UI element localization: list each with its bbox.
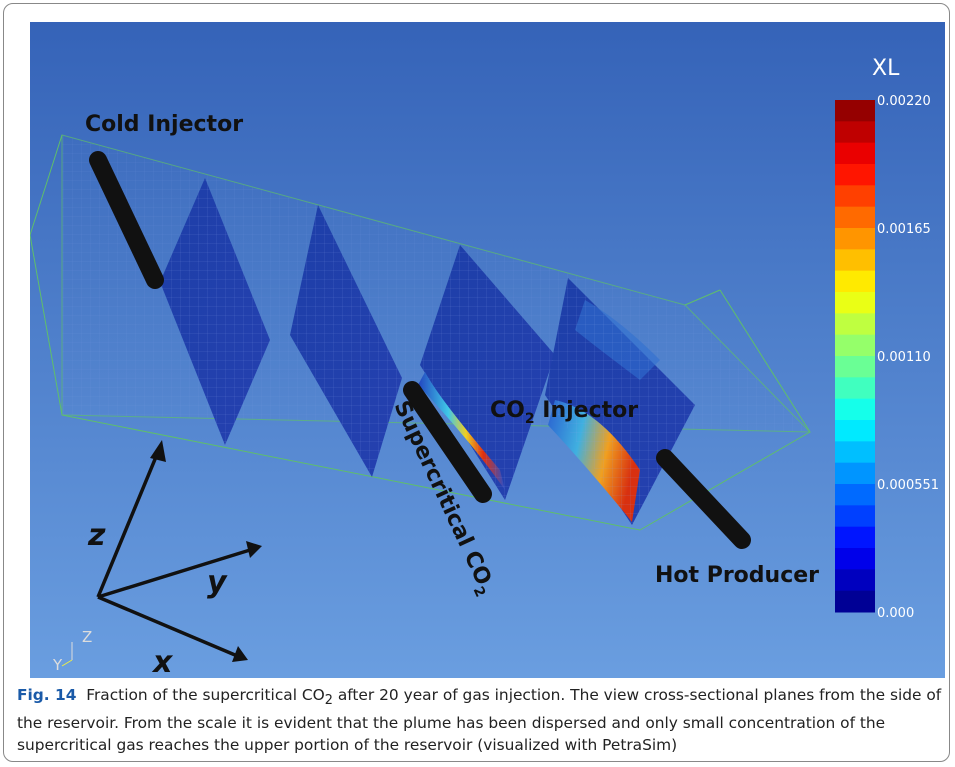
colorbar-label: 0.00220 (877, 94, 931, 109)
mini-axis-label: Y (52, 656, 63, 674)
caption-label: Fig. 14 (17, 686, 76, 704)
colorbar-band (835, 313, 875, 335)
page: Cold Injector CO2 Injector Supercritical… (0, 0, 955, 767)
colorbar-band (835, 463, 875, 485)
colorbar-band (835, 164, 875, 186)
label-sub: 2 (525, 411, 535, 427)
colorbar-title: XL (872, 56, 900, 81)
colorbar-band (835, 484, 875, 506)
colorbar-band (835, 292, 875, 314)
colorbar-band (835, 356, 875, 378)
label: Hot Producer (655, 563, 819, 588)
caption: Fig. 14 Fraction of the supercritical CO… (17, 684, 945, 756)
colorbar-band (835, 527, 875, 549)
colorbar-band (835, 249, 875, 271)
colorbar-band (835, 548, 875, 570)
label-text: CO (490, 398, 525, 423)
colorbar-band (835, 121, 875, 143)
axis-label: y (207, 565, 228, 600)
colorbar-band (835, 207, 875, 229)
colorbar-label: 0.00110 (877, 350, 931, 365)
axis-label: z (87, 518, 106, 553)
colorbar-band (835, 399, 875, 421)
colorbar-band (835, 228, 875, 250)
mini-axis-label: Z (82, 628, 92, 646)
figure-image: Cold Injector CO2 Injector Supercritical… (30, 22, 945, 678)
colorbar-band (835, 505, 875, 527)
colorbar-band (835, 335, 875, 357)
axis-label: x (151, 645, 174, 678)
colorbar-label: 0.000 (877, 606, 914, 621)
colorbar-band (835, 441, 875, 463)
label-text: Injector (535, 398, 639, 423)
colorbar-band (835, 271, 875, 293)
colorbar-band (835, 377, 875, 399)
label: Cold Injector (85, 112, 243, 137)
colorbar-band (835, 100, 875, 122)
colorbar-band (835, 185, 875, 207)
colorbar-label: 0.00165 (877, 222, 931, 237)
colorbar-band (835, 420, 875, 442)
colorbar-band (835, 569, 875, 591)
label: CO2 Injector (490, 398, 638, 427)
colorbar-band (835, 591, 875, 613)
colorbar-label: 0.000551 (877, 478, 939, 493)
colorbar-band (835, 143, 875, 165)
caption-sub: 2 (325, 693, 333, 708)
caption-text: Fraction of the supercritical CO (86, 686, 325, 704)
